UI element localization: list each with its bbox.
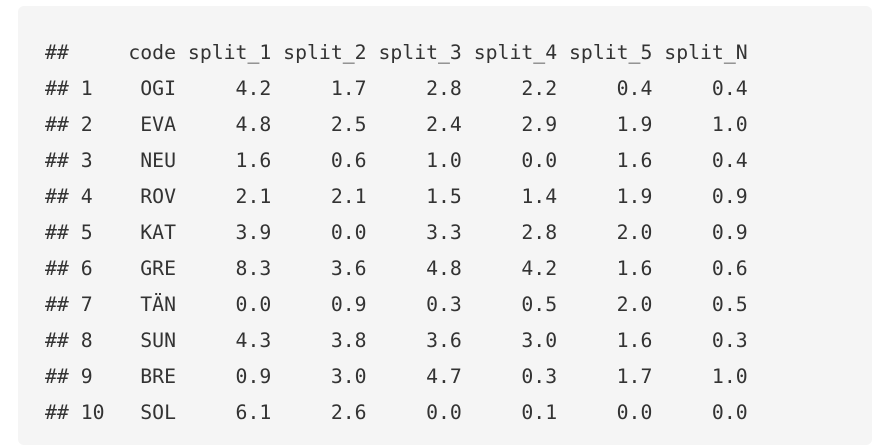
output-row: ## 3 NEU 1.6 0.6 1.0 0.0 1.6 0.4	[45, 149, 748, 172]
output-row: ## 8 SUN 4.3 3.8 3.6 3.0 1.6 0.3	[45, 329, 748, 352]
console-output: ## code split_1 split_2 split_3 split_4 …	[45, 35, 748, 431]
output-header-line: ## code split_1 split_2 split_3 split_4 …	[45, 41, 748, 64]
output-row: ## 10 SOL 6.1 2.6 0.0 0.1 0.0 0.0	[45, 401, 748, 424]
code-output-block: ## code split_1 split_2 split_3 split_4 …	[18, 6, 872, 445]
output-row: ## 7 TÄN 0.0 0.9 0.3 0.5 2.0 0.5	[45, 293, 748, 316]
output-row: ## 4 ROV 2.1 2.1 1.5 1.4 1.9 0.9	[45, 185, 748, 208]
output-row: ## 1 OGI 4.2 1.7 2.8 2.2 0.4 0.4	[45, 77, 748, 100]
output-row: ## 6 GRE 8.3 3.6 4.8 4.2 1.6 0.6	[45, 257, 748, 280]
output-row: ## 9 BRE 0.9 3.0 4.7 0.3 1.7 1.0	[45, 365, 748, 388]
output-row: ## 5 KAT 3.9 0.0 3.3 2.8 2.0 0.9	[45, 221, 748, 244]
output-row: ## 2 EVA 4.8 2.5 2.4 2.9 1.9 1.0	[45, 113, 748, 136]
